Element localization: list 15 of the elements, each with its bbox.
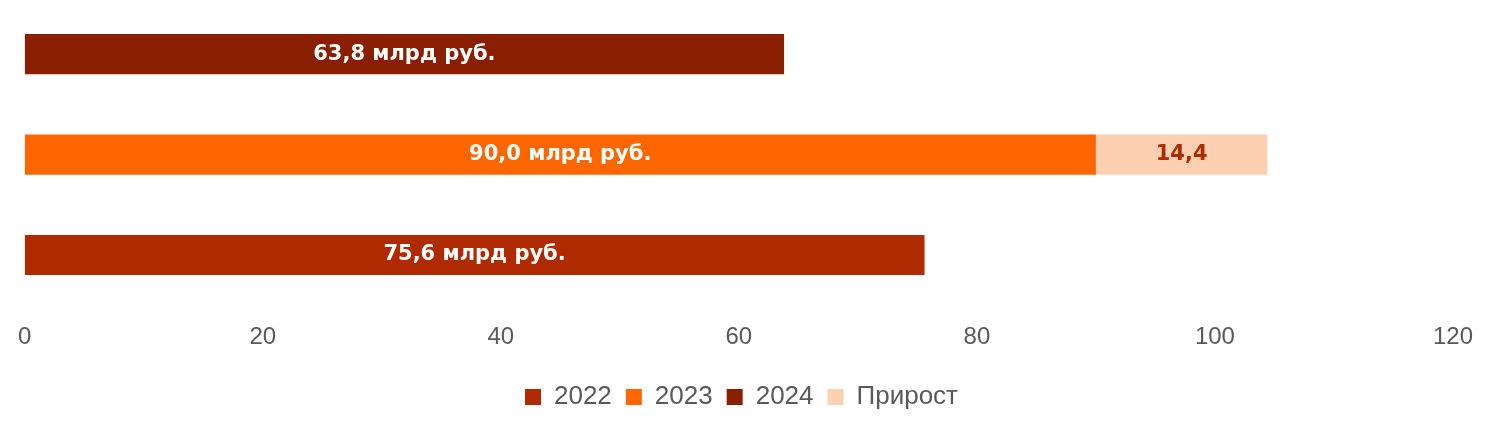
x-tick-label: 80 (963, 322, 991, 350)
data-label: 63,8 млрд руб. (313, 40, 496, 65)
data-label: 90,0 млрд руб. (469, 141, 652, 166)
x-tick-label: 0 (17, 322, 32, 350)
data-label: 14,4 (1155, 141, 1208, 166)
legend-label: Прирост (856, 380, 959, 411)
x-tick-label: 40 (487, 322, 515, 350)
legend-label: 2024 (755, 380, 814, 411)
x-tick-label: 100 (1194, 322, 1235, 350)
legend-label: 2022 (553, 380, 612, 411)
x-tick-label: 20 (249, 322, 277, 350)
x-tick-label: 120 (1432, 322, 1473, 350)
legend-label: 2023 (654, 380, 713, 411)
data-label: 75,6 млрд руб. (383, 241, 566, 266)
x-tick-label: 60 (725, 322, 753, 350)
